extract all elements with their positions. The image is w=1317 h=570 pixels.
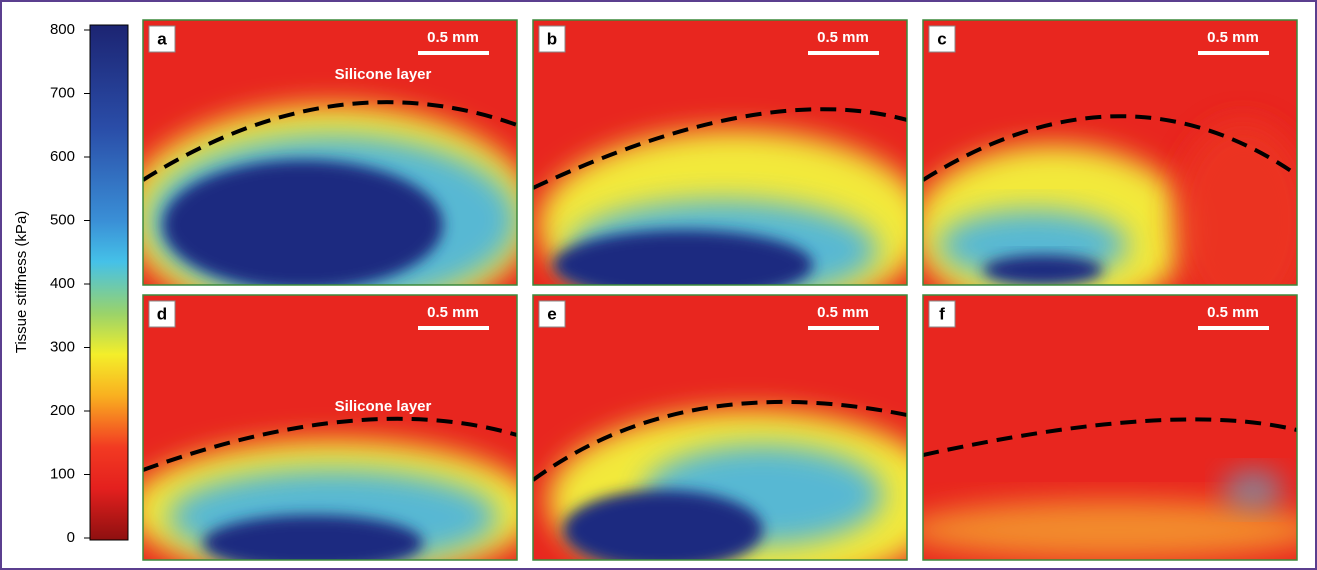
scale-bar-label: 0.5 mm (427, 29, 479, 46)
colorbar-tick-label: 800 (50, 21, 75, 38)
panel-label: a (157, 29, 167, 48)
heatmap-region (563, 490, 763, 570)
panel: e 0.5 mm (533, 295, 948, 570)
scale-bar-label: 0.5 mm (427, 304, 479, 321)
colorbar-tick-label: 400 (50, 275, 75, 292)
figure: Tissue stiffness (kPa) 0 100 200 300 400 500 6… (0, 0, 1317, 570)
panel: a 0.5 mm Silicone layer (125, 20, 535, 325)
panel-label: d (157, 304, 167, 323)
heatmap-region (203, 515, 423, 570)
colorbar-tick-label: 300 (50, 338, 75, 355)
colorbar-tick-label: 600 (50, 148, 75, 165)
scale-bar-label: 0.5 mm (1207, 29, 1259, 46)
heatmap-region (983, 255, 1103, 285)
annotation: Silicone layer (335, 66, 432, 83)
scale-bar-label: 0.5 mm (817, 29, 869, 46)
panel-label: c (937, 29, 946, 48)
heatmap-region (553, 230, 813, 300)
heatmap (533, 20, 928, 320)
heatmap (903, 295, 1317, 560)
scale-bar-label: 0.5 mm (817, 304, 869, 321)
heatmap (125, 20, 535, 325)
panel: f 0.5 mm (903, 295, 1317, 560)
heatmap (533, 295, 948, 570)
colorbar-tick-label: 200 (50, 402, 75, 419)
heatmap-region (163, 160, 443, 290)
panel-label: b (547, 29, 557, 48)
heatmap (128, 295, 538, 570)
colorbar-label: Tissue stiffness (kPa) (13, 211, 30, 354)
panel: d 0.5 mm Silicone layer (128, 295, 538, 570)
scale-bar-label: 0.5 mm (1207, 304, 1259, 321)
colorbar-tick-label: 500 (50, 211, 75, 228)
colorbar-tick-label: 0 (67, 529, 75, 546)
panel: c 0.5 mm (913, 20, 1313, 320)
heatmap (913, 20, 1313, 320)
panel-label: e (547, 304, 556, 323)
colorbar-tick-label: 100 (50, 465, 75, 482)
heatmap-region (1223, 470, 1283, 510)
panel-label: f (939, 304, 945, 323)
heatmap-region (1173, 120, 1313, 320)
annotation: Silicone layer (335, 398, 432, 415)
colorbar-tick-label: 700 (50, 84, 75, 101)
panel: b 0.5 mm (533, 20, 928, 320)
colorbar (90, 25, 128, 540)
